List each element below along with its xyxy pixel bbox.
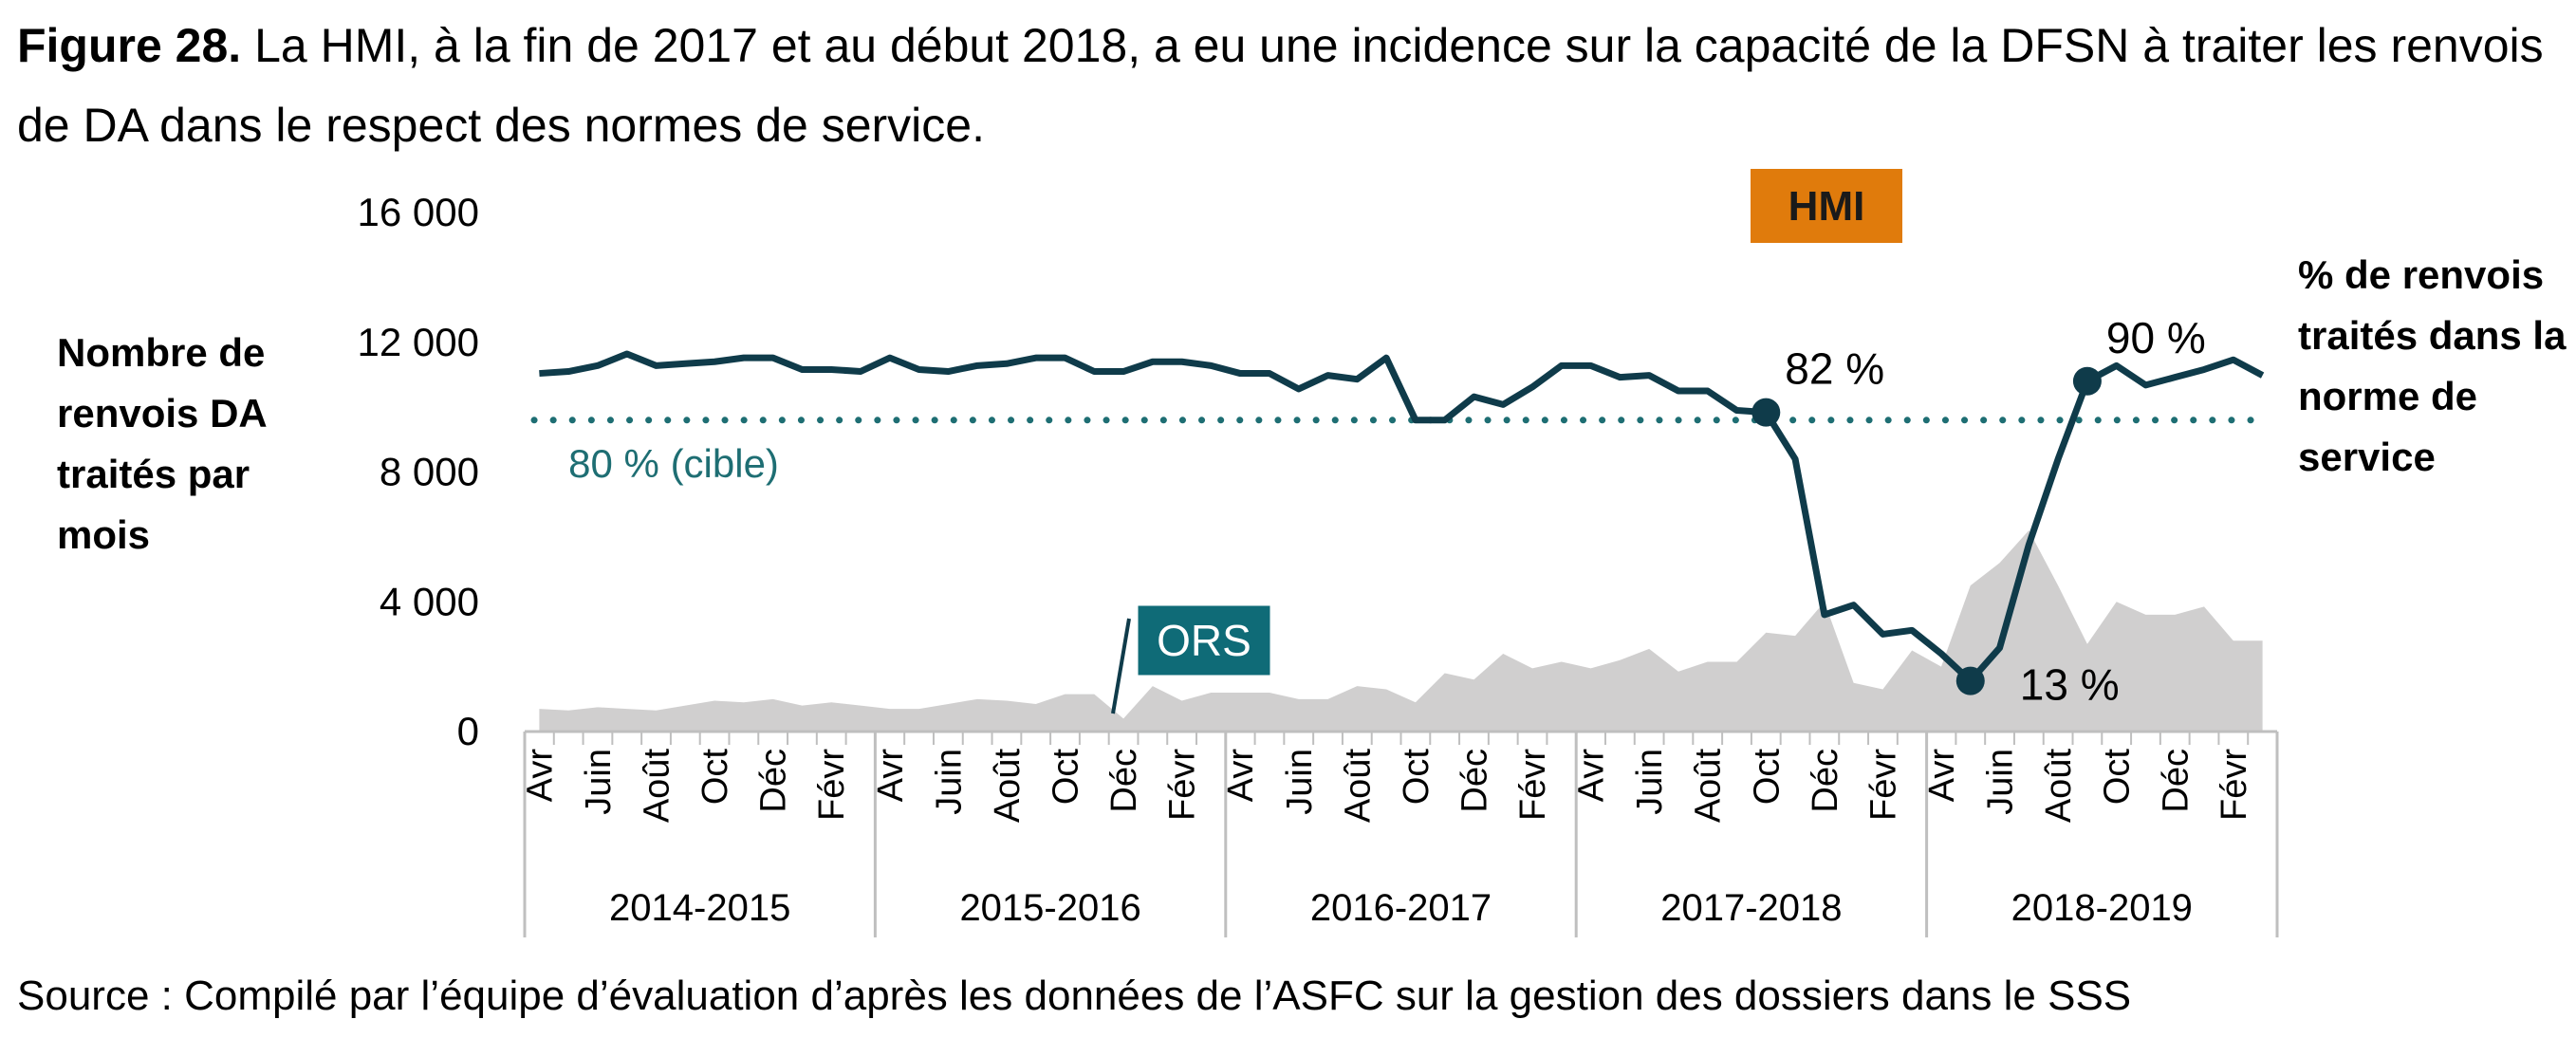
x-tick-label: Avr — [1922, 749, 1962, 803]
x-tick-label: Juin — [579, 749, 619, 815]
year-label: 2017-2018 — [1660, 887, 1842, 929]
x-tick-label: Juin — [1280, 749, 1320, 815]
y-tick-label: 8 000 — [380, 450, 479, 494]
x-tick-label: Févr — [2215, 749, 2254, 821]
ors-leader — [1111, 618, 1131, 714]
ors-box — [1135, 602, 1273, 678]
source-note: Source : Compilé par l’équipe d’évaluati… — [17, 973, 2132, 1019]
x-tick-label: Déc — [1455, 749, 1494, 813]
hmi-box — [1751, 169, 1902, 243]
y-axis-label: Nombre de renvois DA traités par mois — [57, 330, 267, 557]
figure-title: Figure 28. La HMI, à la fin de 2017 et a… — [17, 6, 2560, 165]
x-tick-label: Déc — [2156, 749, 2196, 813]
x-tick-label: Juin — [1981, 749, 2021, 815]
year-label: 2016-2017 — [1310, 887, 1492, 929]
x-tick-label: Oct — [1397, 749, 1436, 806]
label-90-pct: 90 % — [2106, 313, 2206, 362]
y-tick-label: 16 000 — [358, 190, 479, 234]
x-tick-label: Juin — [1630, 749, 1670, 815]
x-tick-label: Févr — [1163, 749, 1203, 821]
label-13-pct: 13 % — [2020, 660, 2120, 710]
x-tick-label: Avr — [520, 749, 560, 803]
x-tick-label: Août — [988, 749, 1028, 824]
x-tick-label: Avr — [871, 749, 911, 803]
year-label: 2018-2019 — [2011, 887, 2193, 929]
x-tick-label: Août — [2039, 749, 2079, 824]
year-label: 2014-2015 — [609, 887, 790, 929]
data-point-53 — [2072, 366, 2102, 396]
x-tick-label: Avr — [1221, 749, 1261, 803]
x-tick-label: Avr — [1572, 749, 1612, 803]
x-tick-label: Févr — [812, 749, 852, 821]
x-tick-label: Févr — [1513, 749, 1553, 821]
area-series-renvois — [539, 530, 2263, 732]
x-tick-label: Juin — [929, 749, 969, 815]
figure-number: Figure 28. — [17, 19, 242, 72]
data-point-49 — [1955, 666, 1985, 695]
ors-label: ORS — [1157, 616, 1251, 665]
x-tick-label: Déc — [754, 749, 794, 813]
x-tick-label: Févr — [1863, 749, 1903, 821]
year-label: 2015-2016 — [959, 887, 1140, 929]
y2-axis-label: % de renvois traités dans la norme de se… — [2298, 252, 2567, 479]
x-tick-label: Déc — [1806, 749, 1845, 813]
y-tick-label: 0 — [457, 709, 479, 753]
figure-title-text: La HMI, à la fin de 2017 et au début 201… — [17, 19, 2544, 152]
line-series-pct — [539, 350, 2265, 685]
x-tick-label: Oct — [1046, 749, 1085, 806]
x-tick-label: Août — [1689, 749, 1729, 824]
target-label: 80 % (cible) — [568, 441, 779, 486]
x-tick-label: Oct — [695, 749, 735, 806]
y-tick-label: 12 000 — [358, 320, 479, 364]
y-tick-label: 4 000 — [380, 579, 479, 623]
label-82-pct: 82 % — [1785, 344, 1884, 394]
hmi-label: HMI — [1788, 183, 1865, 230]
x-tick-label: Oct — [2098, 749, 2138, 806]
x-tick-label: Oct — [1747, 749, 1787, 806]
x-tick-label: Août — [638, 749, 677, 824]
x-tick-label: Déc — [1104, 749, 1144, 813]
x-tick-label: Août — [1338, 749, 1378, 824]
data-point-42 — [1751, 398, 1781, 427]
